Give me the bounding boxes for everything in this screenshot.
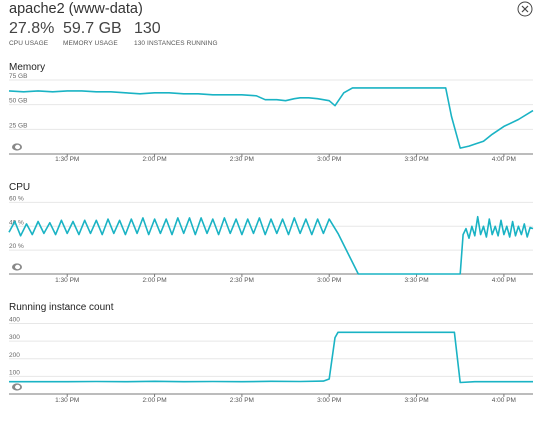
cpu-usage-label: CPU USAGE [9,40,49,47]
x-tick-label: 3:30 PM [404,277,428,284]
cpu-chart: 20 % 40 % 60 % 1:30 PM 2:00 PM 2:30 PM 3:00 PM… [8,195,534,284]
memory-chart-title: Memory [9,62,46,73]
y-tick-label: 20 % [9,243,24,250]
series-line [9,331,533,384]
close-icon[interactable] [517,1,533,17]
eye-inner [15,384,21,390]
y-tick-label: 75 GB [9,73,27,80]
eye-inner [15,144,21,150]
x-tick-label: 2:30 PM [230,397,254,404]
x-tick-label: 1:30 PM [55,277,79,284]
y-tick-label: 40 % [9,219,24,226]
y-tick-label: 300 [9,334,20,341]
y-tick-label: 60 % [9,195,24,202]
x-tick-label: 3:00 PM [317,156,341,163]
y-tick-label: 50 GB [9,98,27,105]
cpu-usage-value: 27.8% [9,20,55,37]
x-tick-label: 2:00 PM [142,156,166,163]
x-tick-label: 1:30 PM [55,397,79,404]
memory-chart: 25 GB 50 GB 75 GB 1:30 PM 2:00 PM 2:30 PM 3:00… [8,73,534,163]
y-tick-label: 200 [9,352,20,359]
x-tick-label: 3:00 PM [317,277,341,284]
memory-usage-value: 59.7 GB [63,20,122,37]
y-tick-label: 100 [9,369,20,376]
cpu-chart-title: CPU [9,182,31,193]
x-tick-label: 3:30 PM [404,156,428,163]
y-tick-label: 400 [9,317,20,324]
x-tick-label: 4:00 PM [492,156,516,163]
eye-inner [15,264,21,270]
x-tick-label: 3:30 PM [404,397,428,404]
eye-icon[interactable] [12,383,22,391]
eye-icon[interactable] [12,143,22,151]
x-tick-label: 3:00 PM [317,397,341,404]
instances-label: 130 INSTANCES RUNNING [134,40,218,47]
instance-count-chart: 100 200 300 400 1:30 PM 2:00 PM 2:30 PM 3:00 PM… [9,317,533,404]
eye-icon[interactable] [12,263,22,271]
x-tick-label: 4:00 PM [492,397,516,404]
x-tick-label: 2:30 PM [230,156,254,163]
instance-count-chart-title: Running instance count [9,302,114,313]
y-tick-label: 25 GB [9,122,27,129]
x-tick-label: 1:30 PM [55,156,79,163]
instances-value: 130 [134,20,161,37]
x-tick-label: 2:00 PM [142,397,166,404]
x-tick-label: 4:00 PM [492,277,516,284]
window-title: apache2 (www-data) [9,1,143,17]
memory-usage-label: MEMORY USAGE [63,40,118,47]
series-line [8,87,534,149]
x-tick-label: 2:30 PM [230,277,254,284]
x-tick-label: 2:00 PM [142,277,166,284]
series-line [8,215,534,275]
